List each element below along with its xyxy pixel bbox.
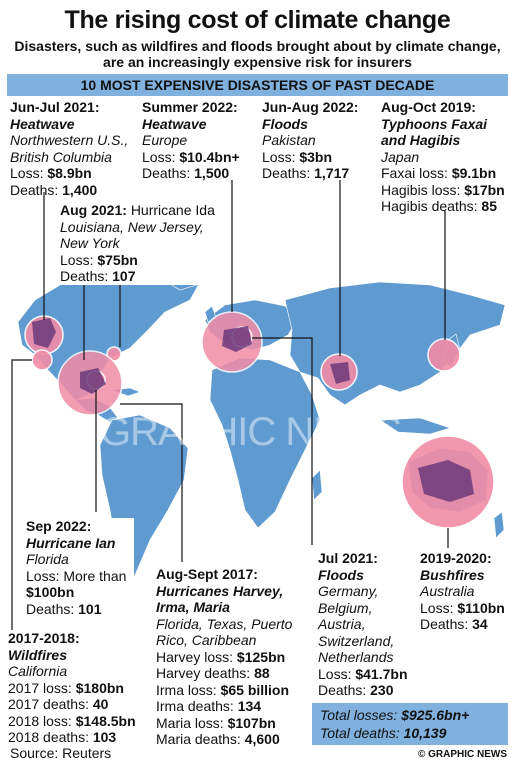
disaster-pakistan-floods: Jun-Aug 2022: Floods Pakistan Loss: $3bn… bbox=[262, 99, 378, 182]
stat-line: Hagibis deaths: 85 bbox=[381, 198, 497, 214]
new-zealand bbox=[493, 511, 505, 539]
disaster-california-wildfires: 2017-2018: Wildfires California 2017 los… bbox=[8, 630, 148, 746]
disaster-europe-heatwave: Summer 2022: Heatwave Europe Loss: $10.4… bbox=[142, 99, 262, 182]
disaster-europe-floods: Jul 2021: Floods Germany, Belgium, Austr… bbox=[318, 550, 418, 699]
disaster-northwest-heatwave: Jun-Jul 2021: Heatwave Northwestern U.S.… bbox=[10, 99, 138, 198]
disaster-place: Florida bbox=[26, 551, 69, 567]
stat-line: Loss: $41.7bn bbox=[318, 665, 408, 682]
africa bbox=[209, 357, 321, 529]
madagascar bbox=[311, 469, 323, 501]
stat-line: 2017 loss: $180bn bbox=[8, 679, 124, 696]
disaster-type: Floods bbox=[262, 115, 308, 132]
disaster-type: Typhoons Faxai and Hagibis bbox=[381, 115, 488, 149]
stat-line: Irma deaths: 134 bbox=[156, 698, 262, 714]
disaster-hurricane-ida: Aug 2021: Hurricane Ida Louisiana, New J… bbox=[60, 202, 220, 285]
stat-line: Loss: $8.9bn bbox=[10, 165, 92, 181]
stat-line: 2018 loss: $148.5bn bbox=[8, 712, 136, 729]
stat-line: Loss: $3bn bbox=[262, 148, 333, 165]
disaster-type: Floods bbox=[318, 566, 364, 583]
disaster-type: Hurricanes Harvey, Irma, Maria bbox=[156, 582, 284, 616]
page-title: The rising cost of climate change bbox=[64, 6, 451, 34]
affected-areas bbox=[32, 318, 474, 502]
disaster-type: Hurricane Ida bbox=[130, 202, 215, 218]
leader-lines bbox=[11, 180, 449, 632]
disaster-place: Florida, Texas, Puerto Rico, Caribbean bbox=[156, 615, 293, 649]
disaster-type: Heatwave bbox=[142, 115, 207, 132]
marker-california-wildfires bbox=[31, 349, 53, 371]
stat-line: Loss: More than $100bn bbox=[26, 567, 127, 601]
disaster-place: Pakistan bbox=[262, 132, 316, 148]
disaster-place: Louisiana, New Jersey, New York bbox=[60, 218, 204, 252]
stat-line: 2017 deaths: 40 bbox=[8, 696, 109, 712]
indonesia bbox=[379, 417, 451, 435]
disaster-place: Australia bbox=[420, 583, 475, 599]
disaster-place: Northwestern U.S., British Columbia bbox=[10, 132, 129, 165]
disaster-harvey-irma-maria: Aug-Sept 2017: Hurricanes Harvey, Irma, … bbox=[156, 566, 308, 748]
subtitle: Disasters, such as wildfires and floods … bbox=[14, 38, 501, 70]
stat-line: Deaths: 1,717 bbox=[262, 165, 350, 181]
disaster-japan-typhoons: Aug-Oct 2019: Typhoons Faxai and Hagibis… bbox=[381, 99, 511, 215]
disaster-hurricane-ian: Sep 2022: Hurricane Ian Florida Loss: Mo… bbox=[26, 518, 134, 617]
stat-line: Loss: $110bn bbox=[420, 599, 505, 616]
stat-line: Irma loss: $65 billion bbox=[156, 681, 290, 698]
stat-line: Deaths: 1,400 bbox=[10, 181, 98, 198]
disaster-type: Hurricane Ian bbox=[26, 534, 116, 551]
marker-japan-typhoons bbox=[427, 338, 461, 372]
asia bbox=[284, 281, 506, 406]
stat-line: Deaths: 230 bbox=[318, 682, 394, 698]
stat-line: Harvey loss: $125bn bbox=[156, 648, 286, 665]
stat-line: Maria deaths: 4,600 bbox=[156, 731, 280, 747]
stat-line: Deaths: 101 bbox=[26, 600, 102, 617]
stat-line: Loss: $75bn bbox=[60, 251, 138, 268]
disaster-date: 2019-2020: bbox=[420, 550, 492, 566]
disaster-date: Sep 2022: bbox=[26, 518, 92, 534]
stat-line: 2018 deaths: 103 bbox=[8, 729, 117, 745]
disaster-date: Jul 2021: bbox=[318, 550, 378, 566]
stat-line: Deaths: 1,500 bbox=[142, 165, 230, 181]
disaster-date: Jun-Aug 2022: bbox=[262, 99, 359, 115]
watermark: GRAPHIC NEWS bbox=[100, 410, 402, 454]
total-losses: Total losses: $925.6bn+ bbox=[320, 707, 470, 723]
stat-line: Hagibis loss: $17bn bbox=[381, 181, 505, 198]
stat-line: Deaths: 34 bbox=[420, 616, 488, 632]
disaster-place: Europe bbox=[142, 132, 188, 148]
source-note: Source: Reuters bbox=[10, 745, 112, 761]
disaster-date: 2017-2018: bbox=[8, 630, 80, 646]
credit: © GRAPHIC NEWS bbox=[417, 749, 507, 760]
disaster-date: Jun-Jul 2021: bbox=[10, 99, 100, 115]
section-banner: 10 MOST EXPENSIVE DISASTERS OF PAST DECA… bbox=[7, 74, 508, 96]
stat-line: Harvey deaths: 88 bbox=[156, 665, 270, 681]
stat-line: Faxai loss: $9.1bn bbox=[381, 165, 497, 181]
disaster-place: California bbox=[8, 663, 68, 679]
disaster-type: Bushfires bbox=[420, 566, 485, 583]
disaster-australia-bushfires: 2019-2020: Bushfires Australia Loss: $11… bbox=[420, 550, 512, 633]
disaster-place: Germany, Belgium, Austria, Switzerland, … bbox=[318, 583, 395, 665]
disaster-date: Aug-Oct 2019: bbox=[381, 99, 476, 115]
disaster-type: Heatwave bbox=[10, 115, 75, 132]
disaster-date: Summer 2022: bbox=[142, 99, 238, 115]
disaster-type: Wildfires bbox=[8, 646, 67, 663]
stat-line: Maria loss: $107bn bbox=[156, 714, 276, 731]
disaster-place: Japan bbox=[381, 148, 420, 165]
disaster-date: Aug-Sept 2017: bbox=[156, 566, 258, 582]
total-deaths: Total deaths: 10,139 bbox=[320, 725, 447, 741]
stat-line: Deaths: 107 bbox=[60, 268, 136, 284]
totals-box: Total losses: $925.6bn+ Total deaths: 10… bbox=[312, 703, 508, 745]
stat-line: Loss: $10.4bn+ bbox=[142, 148, 240, 165]
disaster-date: Aug 2021: bbox=[60, 202, 127, 218]
